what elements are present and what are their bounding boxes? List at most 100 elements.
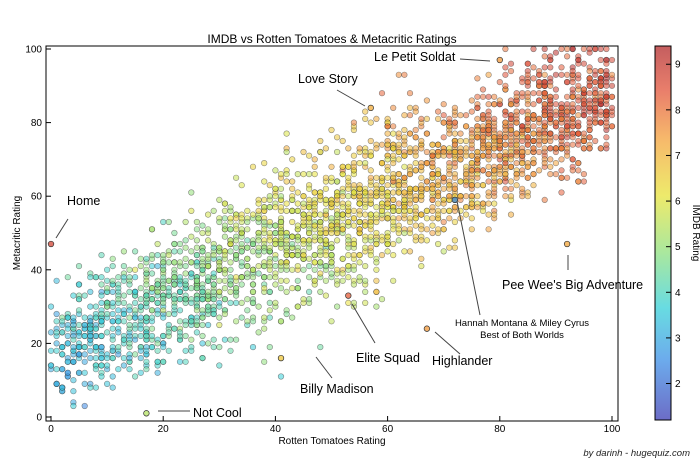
data-point: [412, 185, 419, 192]
data-point: [182, 237, 189, 244]
data-point: [580, 86, 588, 93]
data-point: [552, 71, 560, 78]
data-point: [306, 244, 313, 251]
credit-text: by darinh - hugequiz.com: [583, 448, 690, 459]
data-point: [384, 141, 391, 148]
highlander-leader: [434, 331, 461, 355]
data-point: [502, 193, 509, 200]
data-point: [597, 46, 604, 53]
data-point: [249, 344, 257, 351]
data-point: [244, 307, 251, 314]
data-point: [446, 193, 453, 200]
data-point: [109, 277, 116, 284]
data-point: [244, 218, 251, 226]
data-point: [418, 255, 425, 262]
data-point: [249, 288, 257, 296]
y-tick-label: 80: [31, 118, 43, 129]
data-point: [210, 344, 217, 351]
data-point: [558, 64, 565, 71]
data-point: [294, 252, 301, 259]
data-point: [496, 152, 503, 159]
data-point: [350, 119, 358, 126]
data-point: [227, 240, 234, 248]
data-point: [199, 266, 206, 273]
data-point: [406, 185, 414, 192]
data-point: [255, 237, 262, 244]
data-point: [558, 134, 565, 141]
data-point: [182, 347, 189, 354]
data-point: [311, 156, 318, 163]
data-point: [429, 160, 436, 167]
data-point: [199, 355, 206, 362]
data-point: [120, 355, 127, 362]
data-point: [132, 351, 139, 358]
data-point: [362, 204, 369, 211]
data-point: [272, 185, 279, 192]
data-point: [115, 351, 122, 358]
data-point: [395, 189, 402, 196]
data-point: [328, 252, 335, 259]
data-point: [608, 71, 616, 78]
data-point: [244, 226, 251, 233]
data-point: [306, 255, 313, 262]
data-point: [334, 303, 341, 310]
data-point: [216, 321, 223, 329]
data-point: [479, 123, 487, 130]
data-point: [362, 115, 369, 122]
data-point: [255, 207, 262, 214]
data-point: [171, 303, 178, 310]
data-point: [148, 252, 156, 259]
elite-squad-leader: [351, 303, 376, 344]
data-point: [395, 156, 402, 163]
data-point: [367, 233, 374, 240]
data-point: [261, 178, 268, 185]
data-point: [367, 167, 374, 174]
data-point: [227, 259, 234, 266]
data-point: [496, 163, 503, 170]
data-point: [446, 163, 453, 170]
data-point: [311, 211, 318, 218]
annotation-highlander: Highlander: [432, 354, 492, 368]
data-point: [406, 112, 414, 119]
data-point: [468, 226, 475, 233]
data-point: [563, 71, 571, 78]
data-point: [384, 123, 391, 130]
data-point: [339, 211, 346, 218]
labeled-data-point: [451, 196, 459, 204]
data-point: [216, 344, 223, 351]
data-point: [148, 263, 156, 270]
data-point: [552, 171, 560, 178]
data-point: [176, 296, 184, 303]
data-point: [126, 266, 133, 273]
data-point: [412, 215, 419, 222]
data-point: [390, 104, 397, 111]
data-point: [294, 237, 301, 244]
data-point: [238, 314, 245, 321]
data-point: [199, 229, 206, 237]
data-point: [199, 340, 206, 347]
data-point: [143, 266, 150, 273]
data-point: [367, 211, 374, 218]
data-point: [126, 281, 133, 288]
data-point: [193, 307, 200, 314]
data-point: [362, 152, 369, 159]
data-point: [373, 277, 380, 284]
data-point: [378, 141, 386, 148]
data-point: [580, 137, 588, 145]
data-point: [367, 222, 374, 229]
data-point: [502, 119, 509, 126]
data-point: [485, 171, 492, 178]
data-point: [261, 274, 268, 281]
data-point: [109, 384, 116, 391]
data-point: [558, 156, 565, 163]
data-point: [210, 244, 217, 251]
data-point: [429, 152, 436, 159]
data-point: [463, 171, 470, 178]
colorbar-tick-label: 5: [675, 242, 681, 253]
data-point: [412, 134, 419, 141]
data-point: [132, 336, 139, 343]
data-point: [524, 174, 531, 181]
data-point: [575, 71, 582, 78]
data-point: [530, 75, 537, 82]
data-point: [75, 281, 83, 288]
